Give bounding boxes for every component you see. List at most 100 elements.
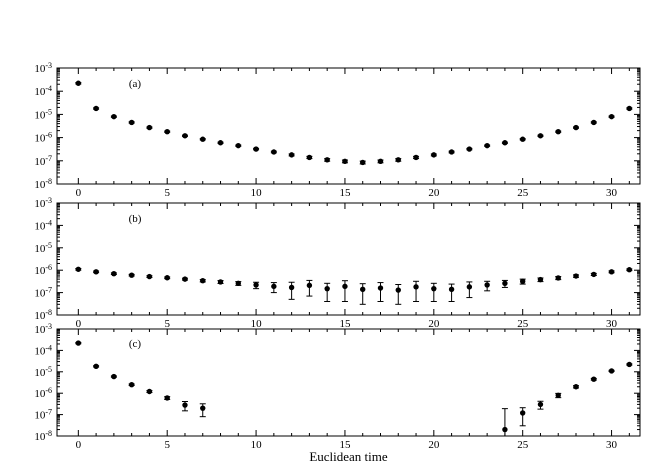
data-point [608,113,615,120]
data-point [146,388,153,395]
data-point [217,140,224,146]
data-point [217,279,224,285]
data-point [377,158,384,165]
data-point [324,285,330,292]
data-point [306,154,313,161]
x-tick-label: 5 [164,187,170,199]
x-tick-label: 0 [76,187,82,199]
data-point [235,142,241,149]
data-point [555,275,561,281]
data-point [626,267,633,273]
data-point [573,124,579,131]
panel-label-c: (c) [128,338,142,350]
data-point [360,286,366,293]
data-point [484,282,490,288]
data-point [591,376,597,382]
data-point [591,271,597,278]
x-tick-label: 20 [428,187,440,199]
data-point [324,157,330,163]
x-tick-label: 5 [164,318,170,330]
data-point [182,402,188,408]
data-point [111,270,117,277]
panel-border [56,328,641,437]
data-point [502,140,508,146]
panel-bg [57,329,640,436]
data-point [288,152,295,158]
data-point [519,278,526,284]
data-point [377,285,384,291]
data-point [519,410,526,416]
data-point [75,266,82,272]
data-point [93,105,99,112]
data-point [128,119,135,126]
data-point [306,282,313,289]
x-tick-label: 10 [251,187,263,199]
data-point [448,149,455,155]
data-point [519,136,526,142]
data-point [431,152,437,158]
data-point [111,113,117,120]
x-tick-label: 0 [76,439,82,451]
data-point [537,276,544,283]
x-tick-label: 0 [76,318,82,330]
x-tick-label: 15 [339,187,351,199]
x-tick-label: 15 [339,439,351,451]
x-tick-label: 10 [251,439,263,451]
data-point [75,340,82,346]
data-point [342,283,348,290]
panel-bg [57,68,640,184]
x-tick-label: 25 [517,439,529,451]
data-point [360,159,366,166]
data-point [128,381,135,388]
x-tick-label: 10 [251,318,263,330]
x-tick-label: 20 [428,318,440,330]
data-point [235,280,241,287]
panel-border [56,202,641,316]
data-point [146,273,153,280]
x-tick-label: 5 [164,439,170,451]
data-point [608,368,615,374]
data-point [271,283,277,290]
x-tick-label: 25 [517,318,529,330]
data-point [288,284,295,291]
data-point [128,272,135,278]
data-point [573,273,579,279]
data-point [164,275,170,281]
data-point [413,154,419,161]
data-point [93,269,99,275]
data-point [182,133,188,139]
data-point [111,373,117,380]
data-point [182,276,188,282]
data-point [537,401,544,408]
data-point [200,277,206,284]
data-point [395,157,401,163]
data-point [555,392,561,398]
data-point [413,284,419,290]
data-point [502,426,508,433]
data-point [466,284,473,290]
data-point [93,363,99,370]
data-point [431,285,437,292]
data-point [146,124,153,131]
panel-label-b: (b) [128,213,142,225]
panel-bg [57,203,640,315]
data-point [626,361,633,368]
data-point [164,128,170,135]
data-point [395,287,401,293]
data-point [448,286,455,293]
x-tick-label: 30 [606,439,618,451]
data-point [164,395,170,401]
data-point [253,282,259,288]
panel-label-a: (a) [128,78,142,90]
x-tick-label: 20 [428,439,440,451]
data-point [75,80,82,86]
panel-border [56,67,641,185]
x-axis-title: Euclidean time [309,449,388,464]
data-point [466,146,473,152]
x-tick-label: 30 [606,187,618,199]
data-point [271,149,277,155]
data-point [502,280,508,287]
data-point [626,105,633,112]
